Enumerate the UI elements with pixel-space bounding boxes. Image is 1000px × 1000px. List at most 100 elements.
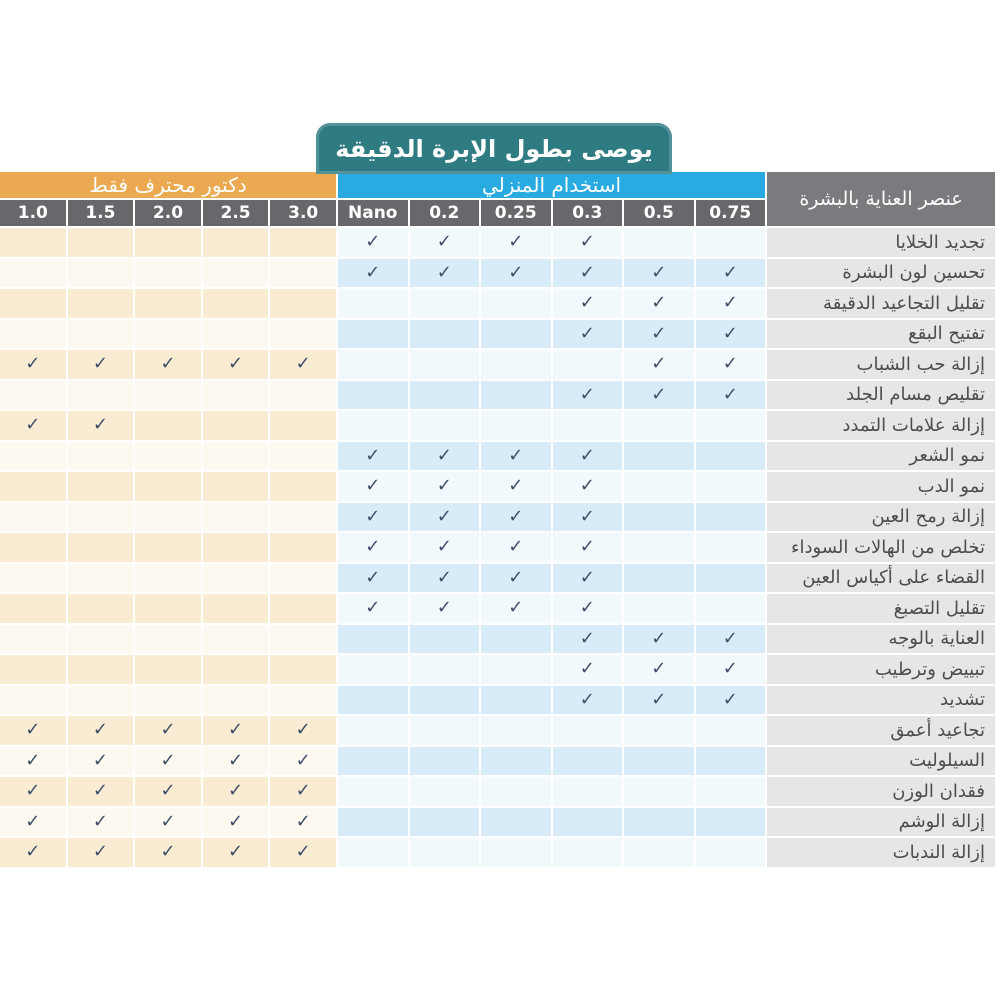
doctor-section (0, 563, 336, 592)
check-icon: ✓ (365, 231, 381, 253)
column-header-0.3: 0.3 (552, 200, 622, 226)
doctor-check-cell: ✓ (67, 746, 134, 775)
doctor-check-cell: ✓ (67, 350, 134, 379)
row-label-cell: فقدان الوزن (767, 777, 995, 806)
home-section: ✓ ✓ ✓ ✓ ✓ ✓ (338, 258, 765, 287)
home-check-cell (624, 533, 694, 562)
home-check-cell: ✓ (409, 594, 479, 623)
home-group-header: استخدام المنزلي (338, 172, 765, 198)
doctor-check-cell (0, 258, 66, 287)
doctor-section (0, 533, 336, 562)
check-icon: ✓ (579, 292, 595, 314)
check-icon: ✓ (25, 749, 41, 771)
check-icon: ✓ (228, 810, 244, 832)
home-section (338, 807, 765, 836)
table-row: ✓ ✓ ✓ تشديد (0, 685, 995, 714)
doctor-check-cell (270, 502, 336, 531)
row-label: تجديد الخلايا (895, 231, 985, 253)
doctor-section: ✓ ✓ ✓ ✓ ✓ (0, 807, 336, 836)
row-label: إزالة الندبات (892, 841, 985, 863)
row-label: تخلص من الهالات السوداء (791, 536, 985, 558)
doctor-check-cell (270, 533, 336, 562)
home-check-cell (409, 685, 479, 714)
doctor-check-cell (270, 289, 336, 318)
home-check-cell: ✓ (481, 563, 551, 592)
check-icon: ✓ (25, 353, 41, 375)
check-icon: ✓ (722, 688, 738, 710)
doctor-check-cell (202, 655, 269, 684)
home-check-cell: ✓ (481, 441, 551, 470)
row-label: تقليص مسام الجلد (846, 384, 985, 406)
check-icon: ✓ (508, 566, 524, 588)
doctor-section (0, 655, 336, 684)
check-icon: ✓ (651, 353, 667, 375)
doctor-section (0, 289, 336, 318)
check-icon: ✓ (92, 780, 108, 802)
home-check-cell: ✓ (481, 594, 551, 623)
row-label-cell: تجديد الخلايا (767, 228, 995, 257)
doctor-check-cell (67, 685, 134, 714)
home-check-cell (695, 502, 765, 531)
check-icon: ✓ (722, 353, 738, 375)
check-icon: ✓ (579, 658, 595, 680)
column-header-0.75: 0.75 (695, 200, 765, 226)
doctor-check-cell (202, 319, 269, 348)
table-row: ✓ ✓ ✓ ✓ ✓ إزالة الوشم (0, 807, 995, 836)
home-check-cell: ✓ (552, 624, 622, 653)
doctor-check-cell (270, 319, 336, 348)
home-check-cell (695, 228, 765, 257)
home-check-cell: ✓ (695, 319, 765, 348)
check-icon: ✓ (25, 414, 41, 436)
home-section (338, 411, 765, 440)
home-check-cell (552, 350, 622, 379)
home-check-cell (552, 716, 622, 745)
doctor-check-cell (135, 563, 201, 592)
group-header-row: دكتور محترف فقط استخدام المنزلي (0, 172, 765, 198)
check-icon: ✓ (508, 597, 524, 619)
check-icon: ✓ (722, 627, 738, 649)
check-icon: ✓ (160, 780, 176, 802)
home-section: ✓ ✓ (338, 350, 765, 379)
check-icon: ✓ (295, 780, 311, 802)
column-header-0.5: 0.5 (624, 200, 694, 226)
home-check-cell (481, 380, 551, 409)
check-icon: ✓ (436, 475, 452, 497)
home-check-cell (624, 716, 694, 745)
home-check-cell (624, 594, 694, 623)
table-row: ✓ ✓ ✓ ✓ ✓ ✓ ✓ إزالة حب الشباب (0, 350, 995, 379)
check-icon: ✓ (365, 597, 381, 619)
row-label-cell: تشديد (767, 685, 995, 714)
column-header-1.5: 1.5 (67, 200, 134, 226)
row-label-cell: إزالة الوشم (767, 807, 995, 836)
table-row: ✓ ✓ ✓ تفتيح البقع (0, 319, 995, 348)
doctor-group-header: دكتور محترف فقط (0, 172, 336, 198)
check-icon: ✓ (228, 719, 244, 741)
check-icon: ✓ (295, 749, 311, 771)
doctor-group-label: دكتور محترف فقط (89, 173, 247, 197)
row-label: فقدان الوزن (892, 780, 985, 802)
home-columns: Nano 0.2 0.25 0.3 0.5 0.75 (338, 200, 765, 226)
row-label: تفتيح البقع (908, 323, 985, 345)
table-row: ✓ ✓ ✓ ✓ ✓ ✓ تحسين لون البشرة (0, 258, 995, 287)
doctor-check-cell (202, 685, 269, 714)
check-icon: ✓ (579, 597, 595, 619)
doctor-check-cell: ✓ (202, 716, 269, 745)
doctor-check-cell: ✓ (135, 350, 201, 379)
check-icon: ✓ (436, 597, 452, 619)
doctor-check-cell: ✓ (270, 807, 336, 836)
doctor-check-cell (270, 228, 336, 257)
check-icon: ✓ (651, 627, 667, 649)
doctor-check-cell (67, 655, 134, 684)
row-label: إزالة رمح العين (871, 506, 985, 528)
home-check-cell: ✓ (695, 258, 765, 287)
doctor-check-cell (202, 441, 269, 470)
doctor-check-cell (0, 380, 66, 409)
row-label-cell: نمو الدب (767, 472, 995, 501)
check-icon: ✓ (92, 414, 108, 436)
doctor-check-cell: ✓ (202, 350, 269, 379)
doctor-check-cell: ✓ (135, 807, 201, 836)
home-check-cell: ✓ (409, 258, 479, 287)
doctor-check-cell: ✓ (0, 716, 66, 745)
home-check-cell (481, 350, 551, 379)
home-check-cell (552, 807, 622, 836)
